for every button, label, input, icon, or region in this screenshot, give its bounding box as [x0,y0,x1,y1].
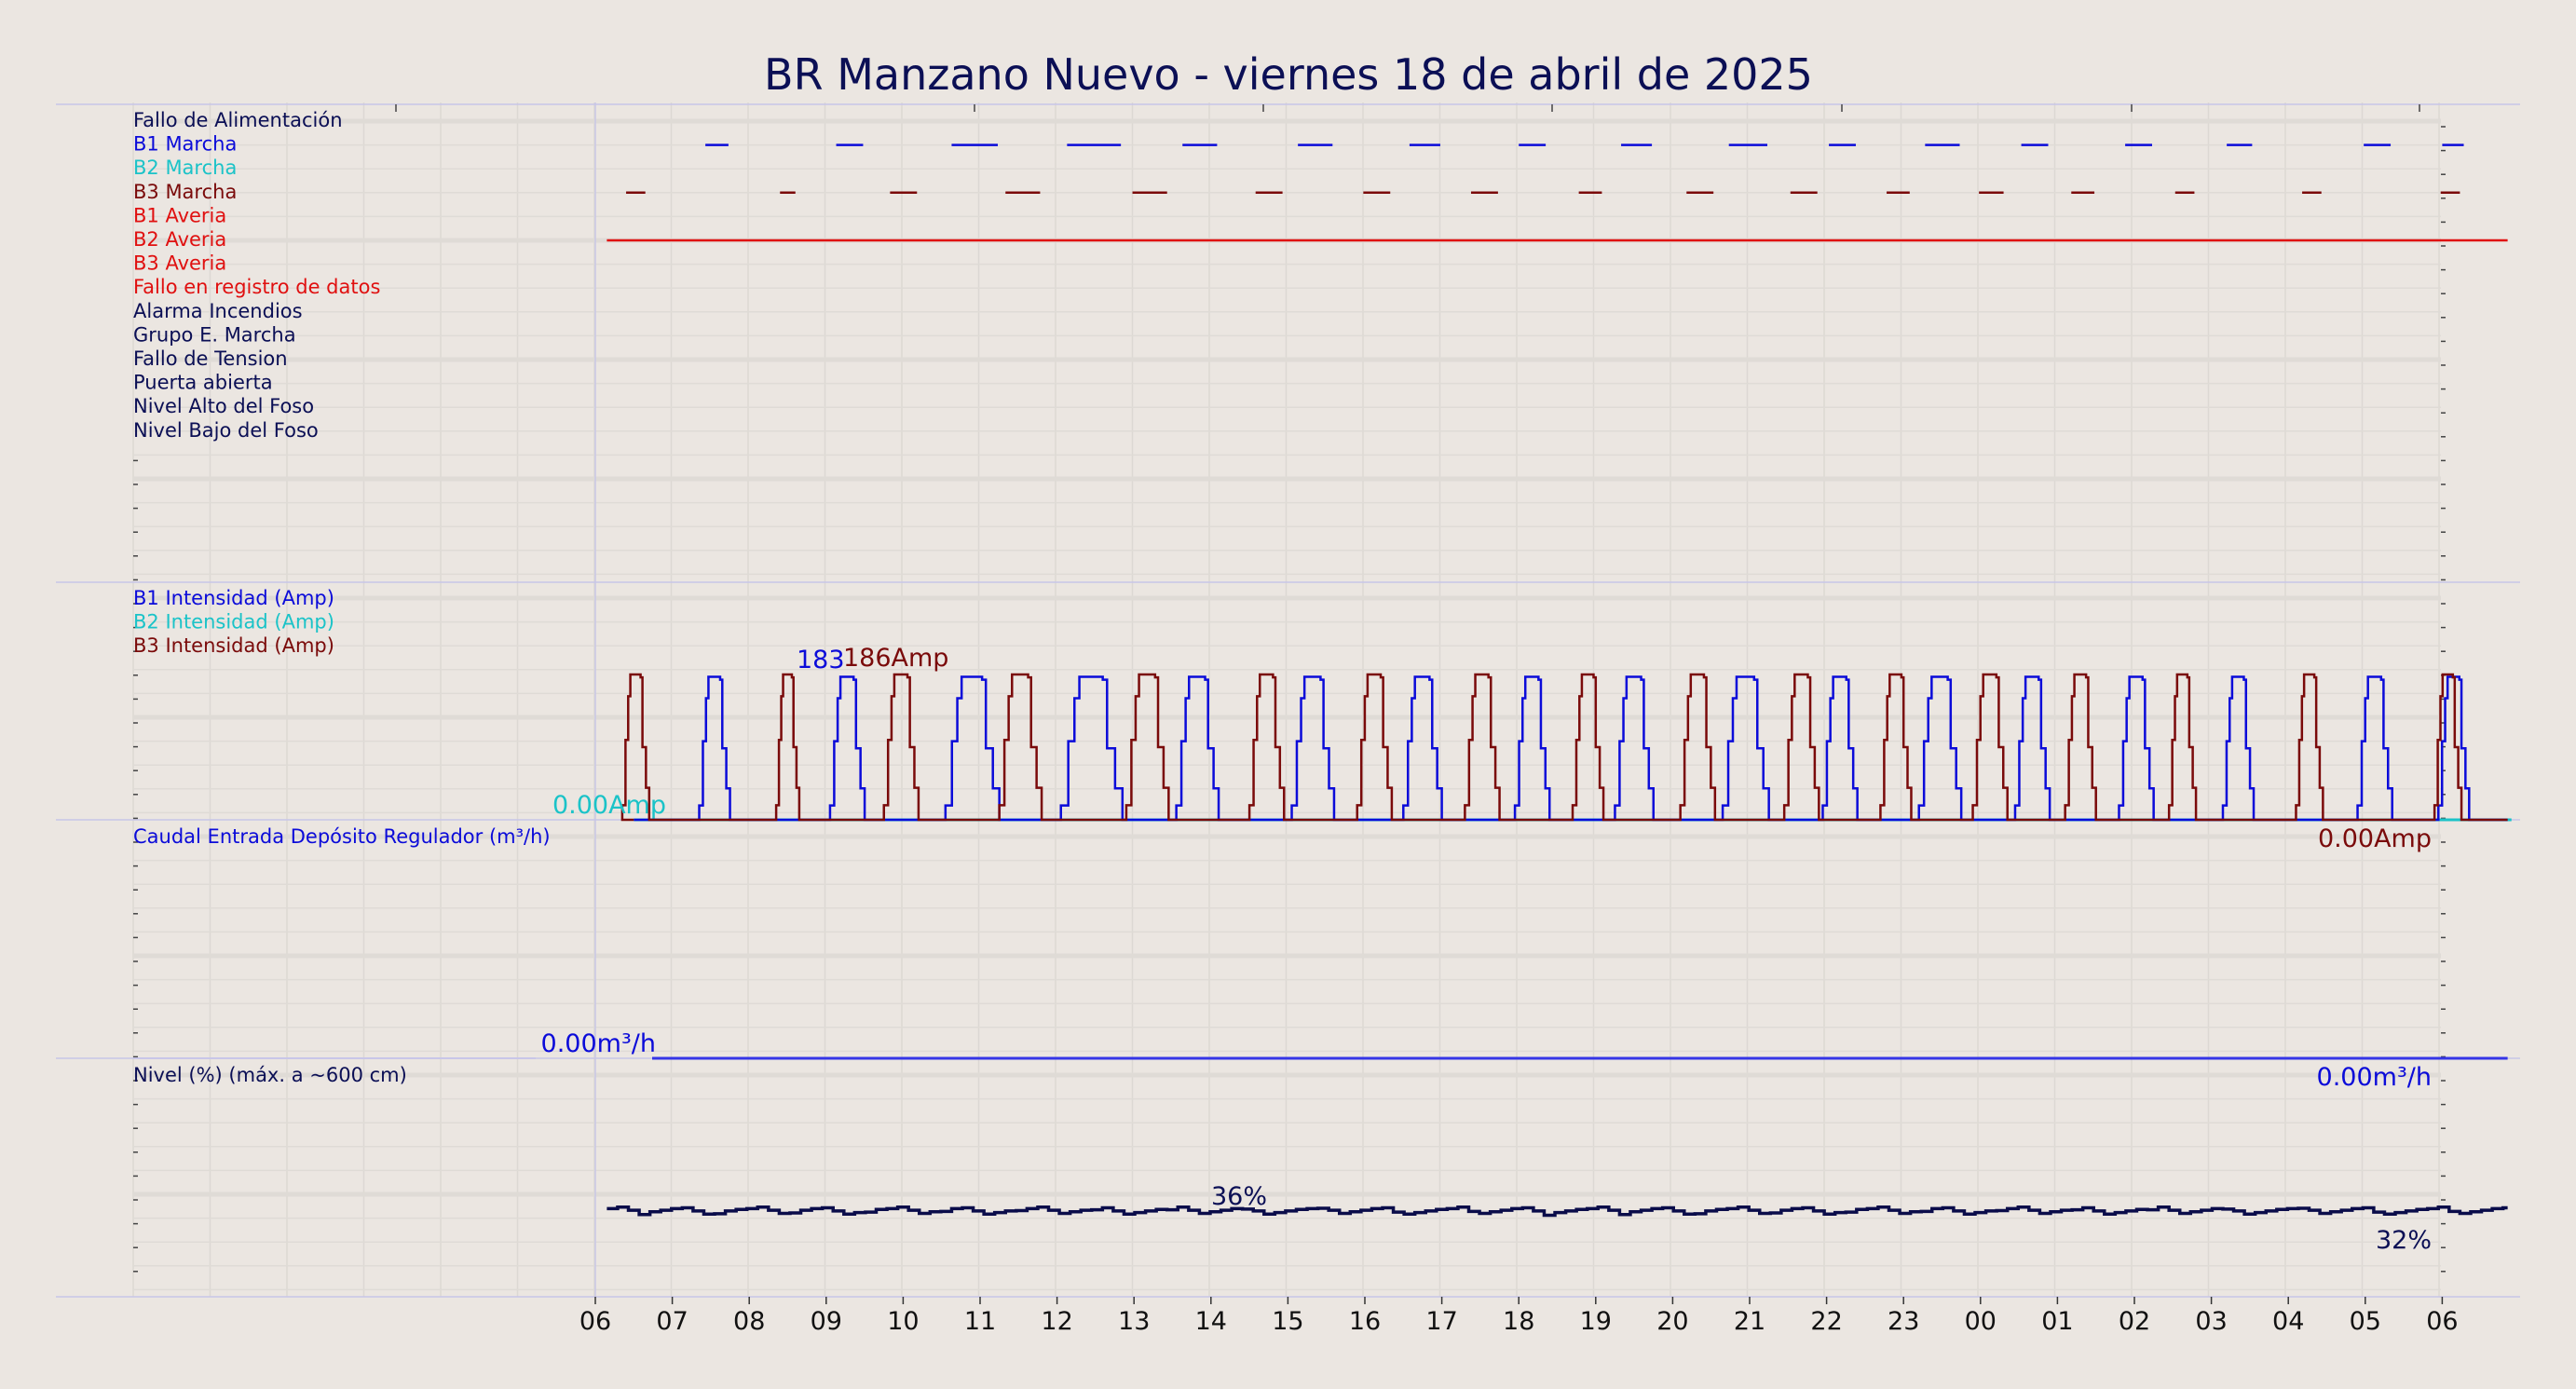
legend-label: B2 Marcha [133,157,237,179]
legend-label: Fallo de Alimentación [133,109,343,131]
panel-separators [56,103,2520,1298]
legend-label: Caudal Entrada Depósito Regulador (m³/h) [133,825,551,848]
legend-label: Alarma Incendios [133,300,303,322]
x-tick-label: 14 [1195,1307,1227,1336]
flow-start-label: 0.00m³/h [541,1029,656,1058]
x-tick-label: 10 [887,1307,919,1336]
x-tick-label: 02 [2119,1307,2150,1336]
peak-b1-label: 183 [797,646,845,674]
level-mid-label: 36% [1211,1182,1267,1211]
x-tick-label: 07 [656,1307,688,1336]
flow-panel: Caudal Entrada Depósito Regulador (m³/h)… [133,825,2508,1092]
y-ticks [133,104,2446,1273]
x-tick-label: 06 [579,1307,611,1336]
x-tick-label: 23 [1888,1307,1919,1336]
x-tick-label: 00 [1965,1307,1997,1336]
legend-label: Fallo de Tension [133,347,288,370]
grid-lines [132,102,2441,1297]
flow-end-label: 0.00m³/h [2317,1063,2432,1092]
legend-label: Grupo E. Marcha [133,323,296,346]
current-panel: B1 Intensidad (Amp)B2 Intensidad (Amp)B3… [133,587,2512,853]
x-tick-label: 06 [2426,1307,2458,1336]
x-tick-label: 22 [1810,1307,1842,1336]
x-tick-label: 12 [1041,1307,1072,1336]
x-tick-label: 17 [1425,1307,1457,1336]
x-tick-label: 09 [811,1307,842,1336]
x-tick-label: 01 [2041,1307,2073,1336]
legend-label: Nivel Bajo del Foso [133,419,319,442]
x-tick-label: 16 [1349,1307,1381,1336]
x-tick-label: 13 [1118,1307,1150,1336]
legend-label: B1 Averia [133,204,226,226]
x-tick-label: 08 [733,1307,765,1336]
legend-label: Fallo en registro de datos [133,276,380,298]
legend-label: Nivel (%) (máx. a ~600 cm) [133,1064,407,1086]
level-series-line [607,1205,2508,1218]
chart-title: BR Manzano Nuevo - viernes 18 de abril d… [764,49,1813,100]
x-tick-label: 05 [2350,1307,2381,1336]
current-series-line [634,675,2508,822]
x-tick-label: 15 [1272,1307,1303,1336]
current-series-line [620,673,2508,822]
legend-label: B2 Averia [133,228,226,251]
legend-label: B1 Intensidad (Amp) [133,587,334,609]
current-start-label: 0.00Amp [552,791,666,820]
x-tick-label: 04 [2272,1307,2304,1336]
legend-label: B3 Marcha [133,181,237,203]
legend-label: B1 Marcha [133,133,237,156]
legend-label: B3 Averia [133,252,226,275]
legend-label: B2 Intensidad (Amp) [133,611,334,633]
x-tick-label: 11 [964,1307,996,1336]
level-panel: Nivel (%) (máx. a ~600 cm) 36% 32% [133,1064,2508,1255]
x-tick-label: 03 [2195,1307,2227,1336]
x-tick-label: 19 [1580,1307,1612,1336]
x-axis: 06 07 08 09 10 11 12 13 14 15 16 17 18 19 20 21 22 23 00 01… [579,1297,2459,1336]
x-tick-label: 21 [1734,1307,1765,1336]
legend-label: B3 Intensidad (Amp) [133,634,334,657]
legend-label: Puerta abierta [133,372,273,394]
x-tick-label: 20 [1656,1307,1688,1336]
current-end-label: 0.00Amp [2318,824,2432,853]
legend-label: Nivel Alto del Foso [133,395,314,417]
x-tick-label: 18 [1503,1307,1534,1336]
level-end-label: 32% [2376,1226,2432,1255]
peak-b3-label: 186Amp [843,644,948,673]
